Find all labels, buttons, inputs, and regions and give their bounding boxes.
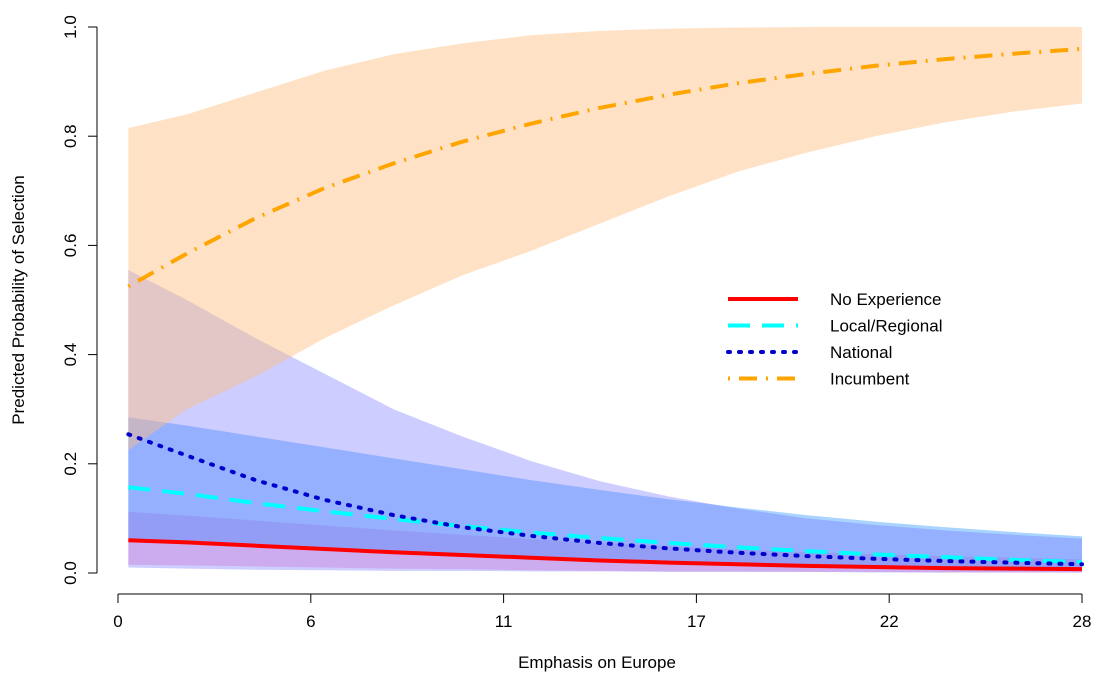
axes: 0 6 11 17 22 28 0.0 0.2 0.4 0.6 0.8 1.0 <box>61 15 1091 631</box>
legend-label-incumbent: Incumbent <box>830 370 910 389</box>
x-tick-label: 17 <box>687 612 706 631</box>
legend: No Experience Local/Regional National Incum… <box>726 290 942 389</box>
y-axis-label: Predicted Probability of Selection <box>9 175 28 424</box>
y-tick-label: 0.4 <box>61 343 80 367</box>
y-tick-label: 0.8 <box>61 124 80 148</box>
series-line-incumbent <box>127 46 1083 289</box>
series-lines <box>126 46 1084 572</box>
band-incumbent <box>128 27 1083 451</box>
x-tick-label: 22 <box>880 612 899 631</box>
y-tick-label: 0.2 <box>61 452 80 476</box>
band-national <box>128 269 1083 573</box>
confidence-bands <box>128 27 1083 573</box>
band-no-experience <box>128 511 1083 573</box>
legend-label-national: National <box>830 343 892 362</box>
band-local-regional <box>128 417 1083 571</box>
y-tick-label: 0.0 <box>61 561 80 585</box>
x-axis-label: Emphasis on Europe <box>518 653 676 672</box>
series-line-national <box>126 432 1084 567</box>
x-tick-label: 6 <box>306 612 315 631</box>
x-tick-label: 28 <box>1073 612 1092 631</box>
series-line-local-regional <box>128 485 1083 565</box>
y-tick-label: 1.0 <box>61 15 80 39</box>
x-tick-label: 11 <box>495 612 513 631</box>
legend-label-no-experience: No Experience <box>830 290 942 309</box>
series-line-no-experience <box>128 538 1083 572</box>
y-tick-label: 0.6 <box>61 234 80 258</box>
legend-label-local-regional: Local/Regional <box>830 317 942 336</box>
x-tick-label: 0 <box>113 612 122 631</box>
